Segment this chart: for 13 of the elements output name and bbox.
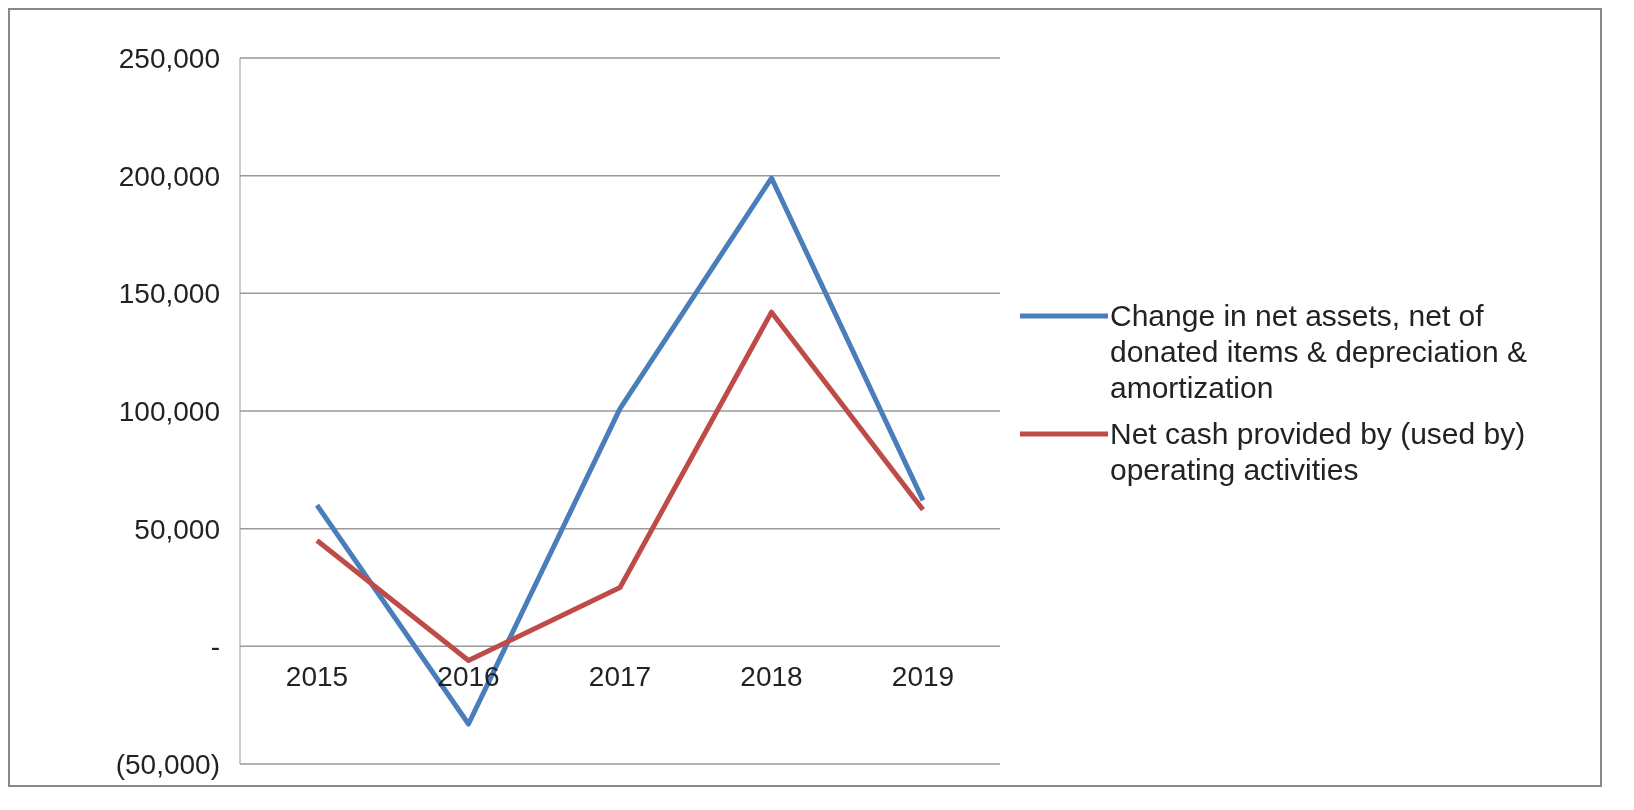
x-tick-label: 2019	[891, 661, 955, 693]
y-tick-label: -	[210, 631, 220, 663]
x-tick-label: 2017	[588, 661, 652, 693]
y-tick-label: 250,000	[118, 42, 220, 74]
y-tick-label: (50,000)	[115, 748, 220, 780]
y-tick-label: 150,000	[118, 278, 220, 310]
x-tick-label: 2018	[740, 661, 803, 693]
y-tick-label: 200,000	[118, 160, 220, 192]
y-tick-label: 50,000	[134, 513, 220, 545]
legend-label: Change in net assets, net of donated items & depreciation & amortization	[1110, 297, 1528, 406]
x-tick-label: 2015	[285, 661, 349, 693]
y-tick-label: 100,000	[118, 395, 220, 427]
legend-label: Net cash provided by (used by) operating activities	[1110, 415, 1527, 488]
